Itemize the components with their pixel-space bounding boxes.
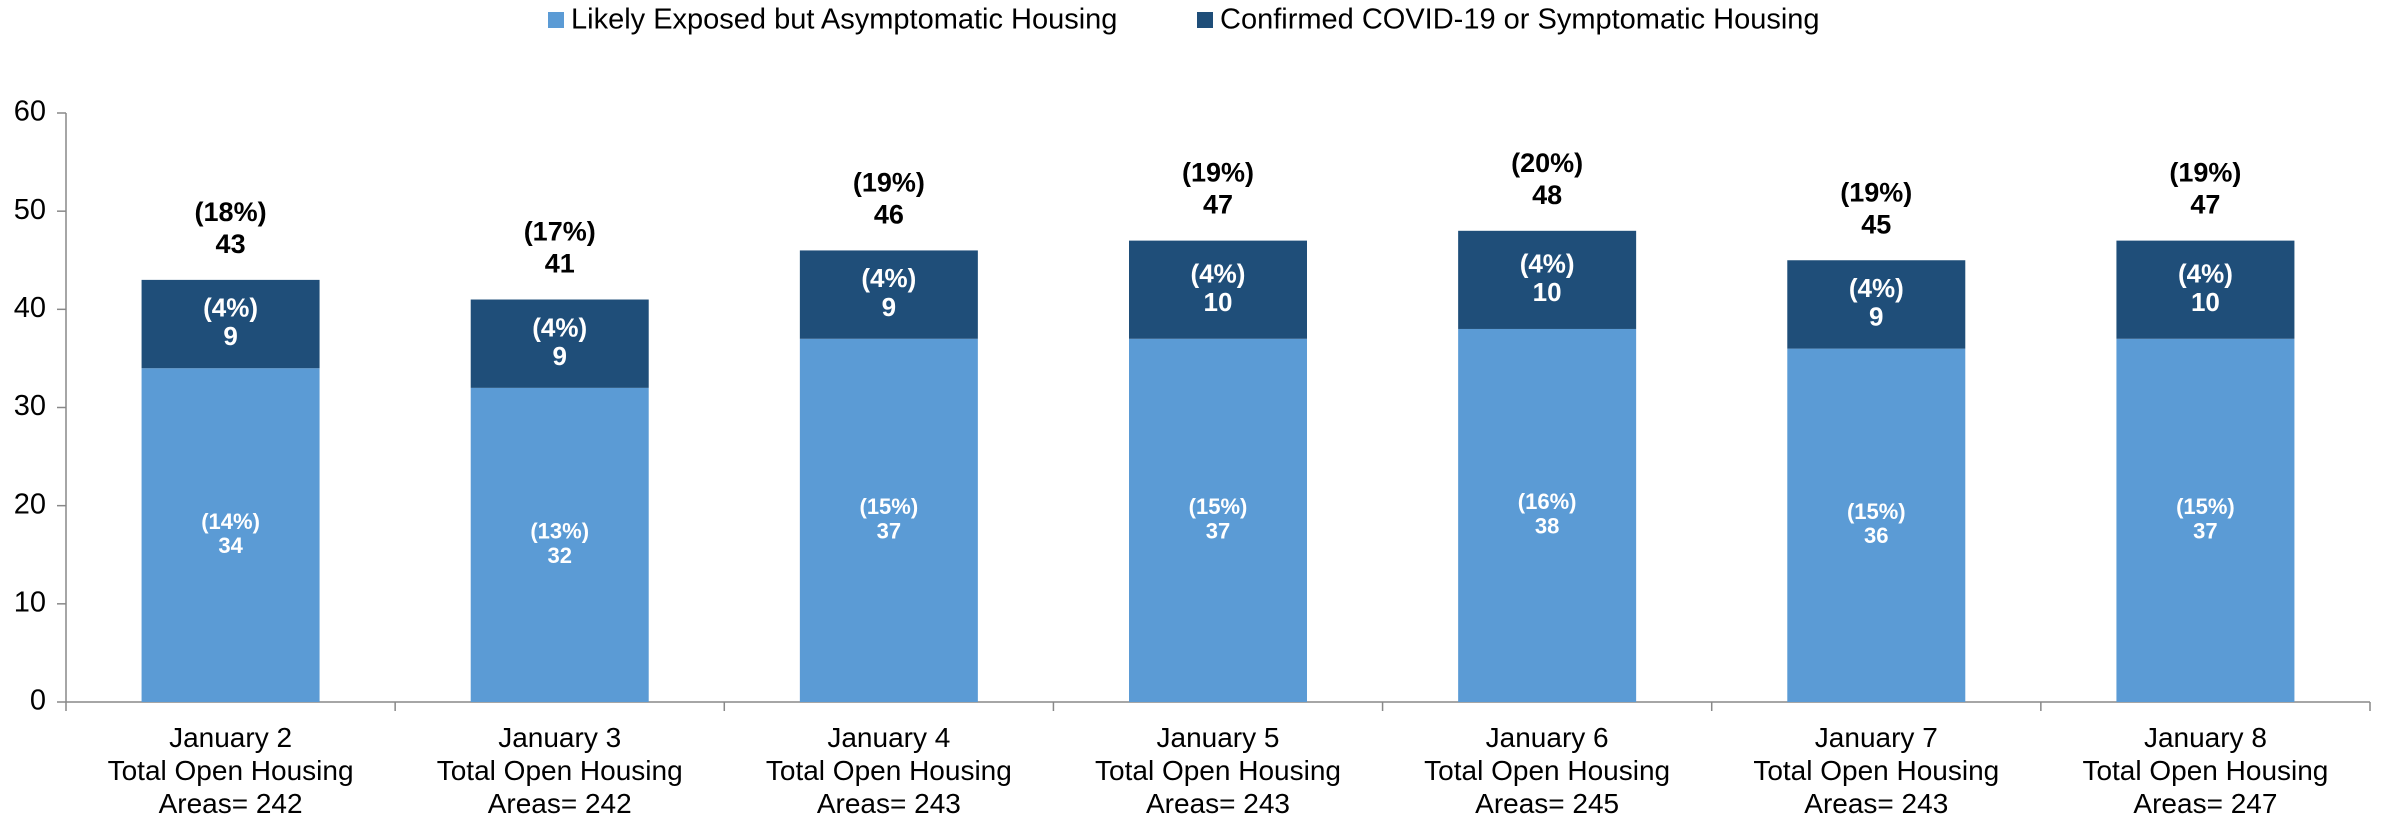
segment-value-label: 37 — [2193, 518, 2217, 543]
segment-percent-label: (4%) — [861, 263, 916, 293]
total-value-label: 45 — [1861, 209, 1891, 239]
total-percent-label: (19%) — [2169, 158, 2241, 188]
total-percent-label: (19%) — [1840, 177, 1912, 207]
segment-value-label: 34 — [218, 533, 243, 558]
segment-percent-label: (15%) — [2176, 494, 2235, 519]
segment-value-label: 9 — [1869, 302, 1883, 332]
segment-percent-label: (4%) — [1849, 273, 1904, 303]
total-value-label: 47 — [2190, 190, 2220, 220]
legend-label: Confirmed COVID-19 or Symptomatic Housin… — [1220, 4, 1820, 36]
segment-value-label: 36 — [1864, 523, 1888, 548]
bar-segment — [470, 387, 649, 702]
x-tick-label: January 3 Total Open Housing Areas= 242 — [437, 722, 683, 819]
legend-swatch — [548, 12, 564, 28]
segment-percent-label: (4%) — [532, 312, 587, 342]
total-value-label: 48 — [1532, 180, 1562, 210]
y-tick-label: 0 — [30, 685, 46, 717]
y-tick-label: 60 — [14, 96, 46, 128]
bar-segment — [470, 299, 649, 388]
segment-percent-label: (4%) — [1191, 258, 1246, 288]
segment-percent-label: (4%) — [1520, 248, 1575, 278]
y-tick-label: 40 — [14, 292, 46, 324]
x-tick-label: January 8 Total Open Housing Areas= 247 — [2082, 722, 2328, 819]
segment-value-label: 9 — [552, 341, 566, 371]
total-percent-label: (19%) — [853, 168, 925, 198]
total-value-label: 46 — [874, 200, 904, 230]
segment-percent-label: (14%) — [201, 509, 260, 534]
bar-segment — [1129, 240, 1307, 339]
total-percent-label: (18%) — [195, 197, 267, 227]
bar-segment — [1787, 348, 1966, 702]
total-value-label: 43 — [216, 229, 246, 259]
x-tick-label: January 5 Total Open Housing Areas= 243 — [1095, 722, 1341, 819]
segment-percent-label: (16%) — [1518, 489, 1577, 514]
bar-segment — [799, 338, 978, 702]
y-tick-label: 30 — [14, 390, 46, 422]
segment-value-label: 9 — [223, 321, 237, 351]
total-percent-label: (19%) — [1182, 158, 1254, 188]
total-value-label: 47 — [1203, 190, 1233, 220]
x-tick-label: January 4 Total Open Housing Areas= 243 — [766, 722, 1012, 819]
bar-segment — [1458, 328, 1637, 702]
y-tick-label: 20 — [14, 488, 46, 520]
total-percent-label: (20%) — [1511, 148, 1583, 178]
legend-label: Likely Exposed but Asymptomatic Housing — [571, 4, 1117, 36]
x-tick-label: January 2 Total Open Housing Areas= 242 — [108, 722, 354, 819]
segment-percent-label: (15%) — [1847, 499, 1906, 524]
y-tick-label: 10 — [14, 586, 46, 618]
segment-value-label: 10 — [1204, 287, 1233, 317]
bar-segment — [141, 368, 320, 702]
segment-value-label: 38 — [1535, 513, 1559, 538]
bar-segment — [1129, 338, 1307, 702]
segment-value-label: 9 — [882, 292, 896, 322]
bar-segment — [1458, 230, 1637, 329]
segment-percent-label: (4%) — [2178, 258, 2233, 288]
y-tick-label: 50 — [14, 194, 46, 226]
bar-segment — [1787, 260, 1966, 349]
segment-value-label: 37 — [877, 518, 901, 543]
segment-value-label: 10 — [1533, 277, 1562, 307]
total-percent-label: (17%) — [524, 217, 596, 247]
segment-percent-label: (15%) — [1189, 494, 1248, 519]
x-tick-label: January 6 Total Open Housing Areas= 245 — [1424, 722, 1670, 819]
total-value-label: 41 — [545, 249, 575, 279]
bar-segment — [799, 250, 978, 339]
legend-swatch — [1197, 12, 1213, 28]
bar-segment — [2116, 338, 2295, 702]
bar-segment — [141, 279, 320, 369]
segment-percent-label: (4%) — [203, 293, 258, 323]
x-tick-label: January 7 Total Open Housing Areas= 243 — [1753, 722, 1999, 819]
segment-value-label: 32 — [547, 543, 571, 568]
segment-percent-label: (15%) — [860, 494, 919, 519]
bar-segment — [2116, 240, 2295, 339]
segment-value-label: 37 — [1206, 518, 1230, 543]
segment-percent-label: (13%) — [530, 519, 589, 544]
segment-value-label: 10 — [2191, 287, 2220, 317]
